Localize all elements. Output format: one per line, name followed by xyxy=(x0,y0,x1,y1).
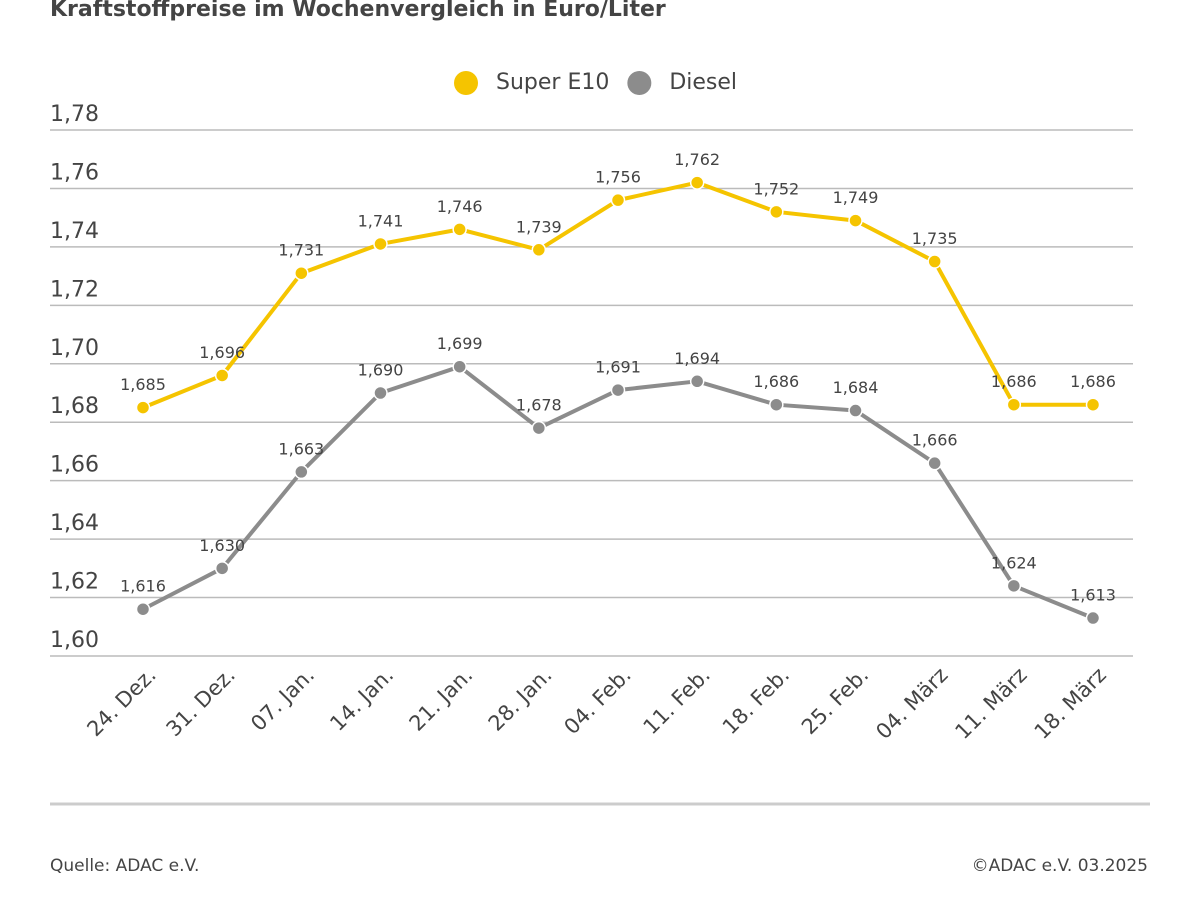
x-tick-label: 18. Feb. xyxy=(718,663,794,739)
value-label: 1,613 xyxy=(1070,586,1116,605)
source: Quelle: ADAC e.V. xyxy=(50,856,199,876)
point xyxy=(452,359,467,374)
x-tick-label: 18. März xyxy=(1030,663,1111,744)
y-tick-label: 1,68 xyxy=(50,394,99,419)
value-label: 1,696 xyxy=(199,343,245,362)
x-tick-label: 04. März xyxy=(871,663,952,744)
point xyxy=(373,385,388,401)
value-label: 1,684 xyxy=(833,378,879,397)
point xyxy=(373,236,388,252)
value-label: 1,666 xyxy=(912,431,958,450)
point xyxy=(769,397,784,412)
point xyxy=(689,175,705,190)
series-line xyxy=(142,364,1094,620)
value-label: 1,749 xyxy=(833,188,879,207)
value-label: 1,686 xyxy=(753,372,799,391)
value-label: 1,756 xyxy=(595,168,641,187)
x-tick-label: 14. Jan. xyxy=(325,663,398,736)
point xyxy=(610,192,626,208)
chart-title: Kraftstoffpreise im Wochenvergleich in E… xyxy=(50,0,666,22)
legend-label: Super E10 xyxy=(496,70,609,95)
value-label: 1,699 xyxy=(437,334,483,353)
x-tick-label: 28. Jan. xyxy=(484,663,557,736)
x-tick-label: 07. Jan. xyxy=(246,663,319,736)
point xyxy=(848,213,863,228)
point xyxy=(689,374,705,389)
point xyxy=(848,403,863,418)
x-tick-label: 11. März xyxy=(950,663,1031,744)
legend-label: Diesel xyxy=(669,70,737,95)
value-label: 1,731 xyxy=(278,241,324,260)
y-tick-label: 1,72 xyxy=(50,277,99,302)
y-tick-label: 1,78 xyxy=(50,102,99,127)
point xyxy=(214,368,230,383)
value-label: 1,616 xyxy=(120,577,166,596)
point xyxy=(1085,610,1101,626)
point xyxy=(135,601,151,617)
value-label: 1,735 xyxy=(912,229,958,248)
point xyxy=(531,420,547,436)
point xyxy=(294,265,309,281)
value-label: 1,663 xyxy=(278,439,324,458)
value-label: 1,690 xyxy=(358,361,404,380)
value-label: 1,678 xyxy=(516,396,562,415)
point xyxy=(927,254,942,269)
legend-marker xyxy=(454,71,478,95)
point xyxy=(1006,578,1022,594)
value-label: 1,630 xyxy=(199,536,245,555)
y-tick-label: 1,66 xyxy=(50,453,99,478)
y-tick-label: 1,74 xyxy=(50,219,99,244)
value-label: 1,624 xyxy=(991,553,1037,572)
y-tick-label: 1,62 xyxy=(50,570,99,595)
point xyxy=(1085,397,1101,412)
point xyxy=(769,204,784,220)
point xyxy=(214,561,230,576)
point xyxy=(452,222,467,237)
y-tick-label: 1,64 xyxy=(50,511,99,536)
value-label: 1,694 xyxy=(674,349,720,368)
point xyxy=(135,400,151,415)
value-label: 1,691 xyxy=(595,358,641,377)
x-tick-label: 04. Feb. xyxy=(559,663,635,739)
value-label: 1,686 xyxy=(1070,372,1116,391)
x-tick-label: 24. Dez. xyxy=(82,663,160,741)
point xyxy=(1006,397,1022,412)
value-label: 1,752 xyxy=(753,179,799,198)
point xyxy=(927,455,942,471)
legend-marker xyxy=(627,71,652,95)
x-tick-label: 25. Feb. xyxy=(797,663,873,739)
copyright: ©ADAC e.V. 03.2025 xyxy=(972,856,1148,876)
x-tick-label: 21. Jan. xyxy=(405,663,478,736)
point xyxy=(610,382,626,398)
value-label: 1,685 xyxy=(120,375,166,394)
point xyxy=(294,464,309,480)
value-label: 1,762 xyxy=(674,150,720,169)
x-tick-label: 11. Feb. xyxy=(639,663,715,739)
y-tick-label: 1,76 xyxy=(50,160,99,185)
value-label: 1,739 xyxy=(516,217,562,236)
point xyxy=(531,242,547,258)
value-label: 1,746 xyxy=(437,197,483,216)
x-tick-label: 31. Dez. xyxy=(162,663,240,741)
y-tick-label: 1,60 xyxy=(50,628,99,653)
value-label: 1,741 xyxy=(358,211,404,230)
value-label: 1,686 xyxy=(991,372,1037,391)
y-tick-label: 1,70 xyxy=(50,336,99,361)
